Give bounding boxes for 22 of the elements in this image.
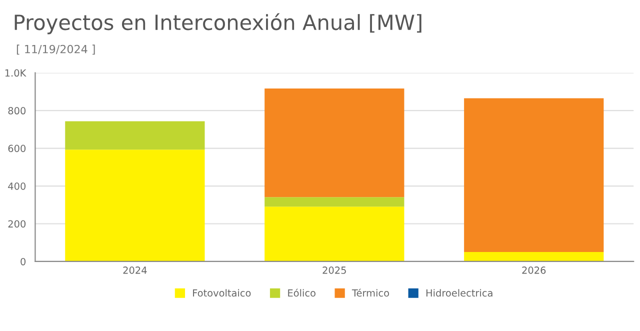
y-tick-label: 200 xyxy=(8,220,26,228)
chart-title: Proyectos en Interconexión Anual [MW] xyxy=(14,13,422,34)
x-tick-label: 2024 xyxy=(123,266,147,274)
legend-label: Fotovoltaico xyxy=(193,289,251,297)
bar xyxy=(264,197,404,207)
bar xyxy=(65,150,205,262)
legend-label: Hidroelectrica xyxy=(426,289,492,297)
y-tick-label: 400 xyxy=(8,182,26,190)
legend-label: Eólico xyxy=(288,288,316,297)
y-tick-label: 1.0K xyxy=(5,69,26,77)
x-tick-label: 2026 xyxy=(522,266,546,274)
x-tick-label: 2025 xyxy=(322,266,346,274)
y-tick-label: 800 xyxy=(8,107,26,114)
bar xyxy=(464,252,604,262)
bar xyxy=(264,88,404,198)
y-tick-label: 0 xyxy=(20,258,26,266)
legend-label: Térmico xyxy=(352,288,389,297)
bar xyxy=(464,98,604,252)
chart-subtitle: [ 11/19/2024 ] xyxy=(16,44,95,55)
bar xyxy=(65,121,205,150)
y-tick-label: 600 xyxy=(8,144,26,152)
bar xyxy=(264,206,404,262)
